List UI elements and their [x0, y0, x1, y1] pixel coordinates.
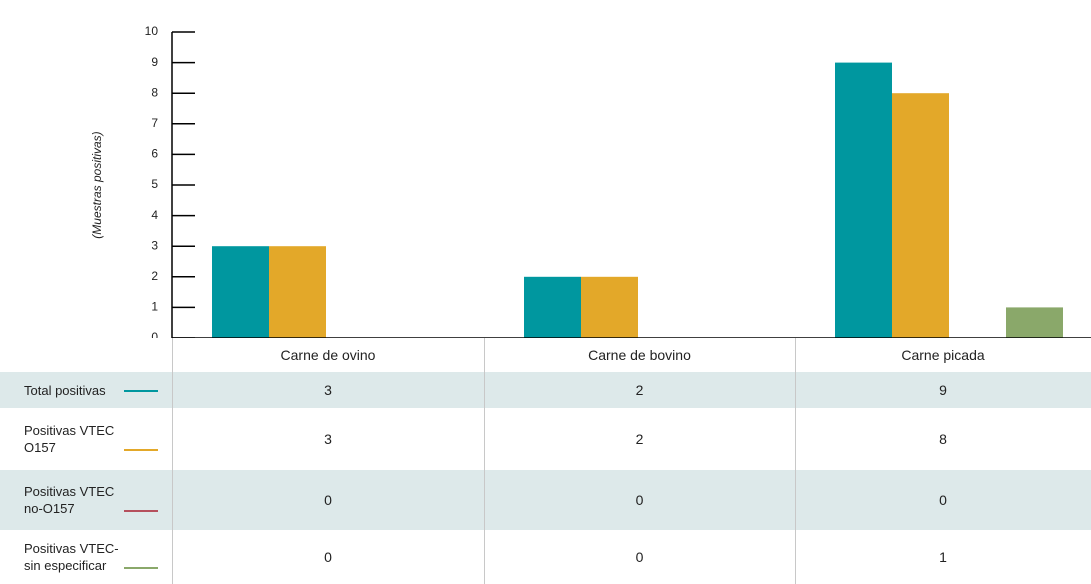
y-axis-label: (Muestras positivas)	[90, 131, 104, 238]
column-divider	[172, 338, 173, 584]
legend-label: Positivas VTEC no-O157	[24, 484, 115, 516]
bar	[892, 93, 949, 338]
legend-label: Positivas VTEC-sin especificar	[24, 541, 119, 573]
y-tick-label: 9	[151, 55, 158, 69]
row-band	[0, 470, 1091, 530]
row-band	[0, 372, 1091, 408]
legend-label: Positivas VTEC O157	[24, 423, 115, 455]
category-header: Carne de bovino	[588, 347, 691, 363]
column-divider	[484, 338, 485, 584]
y-tick-label: 8	[151, 85, 158, 99]
y-tick-label: 5	[151, 177, 158, 191]
category-header: Carne picada	[901, 347, 985, 363]
legend-line	[124, 567, 158, 569]
column-divider	[795, 338, 796, 584]
y-tick-label: 6	[151, 147, 158, 161]
bar	[835, 62, 892, 338]
legend-line	[124, 449, 158, 451]
y-tick-label: 0	[151, 330, 158, 338]
table-value: 0	[635, 492, 644, 508]
table-value: 3	[324, 382, 332, 398]
bar	[524, 276, 581, 338]
bar	[269, 246, 326, 338]
y-tick-label: 10	[145, 24, 159, 38]
legend-line	[124, 390, 158, 392]
y-tick-label: 7	[151, 116, 158, 130]
bar	[1006, 307, 1063, 338]
table-value: 9	[939, 382, 947, 398]
table-value: 2	[635, 431, 644, 447]
y-tick-label: 1	[151, 300, 158, 314]
category-header: Carne de ovino	[280, 347, 376, 363]
table-value: 0	[635, 549, 644, 565]
table-value: 3	[324, 431, 332, 447]
table-value: 0	[939, 492, 947, 508]
y-tick-label: 2	[151, 269, 158, 283]
table-value: 0	[324, 492, 332, 508]
table-value: 8	[939, 431, 947, 447]
y-tick-label: 4	[151, 208, 158, 222]
bar	[581, 276, 638, 338]
table-value: 2	[635, 382, 644, 398]
y-tick-label: 3	[151, 238, 158, 252]
bar	[212, 246, 269, 338]
table-value: 0	[324, 549, 332, 565]
table-value: 1	[939, 549, 947, 565]
legend-label: Total positivas	[24, 382, 106, 398]
chart: (Muestras positivas) 0 1 2 3 4 5 6 7 8 9 10	[90, 24, 1091, 338]
legend-line	[124, 510, 158, 512]
